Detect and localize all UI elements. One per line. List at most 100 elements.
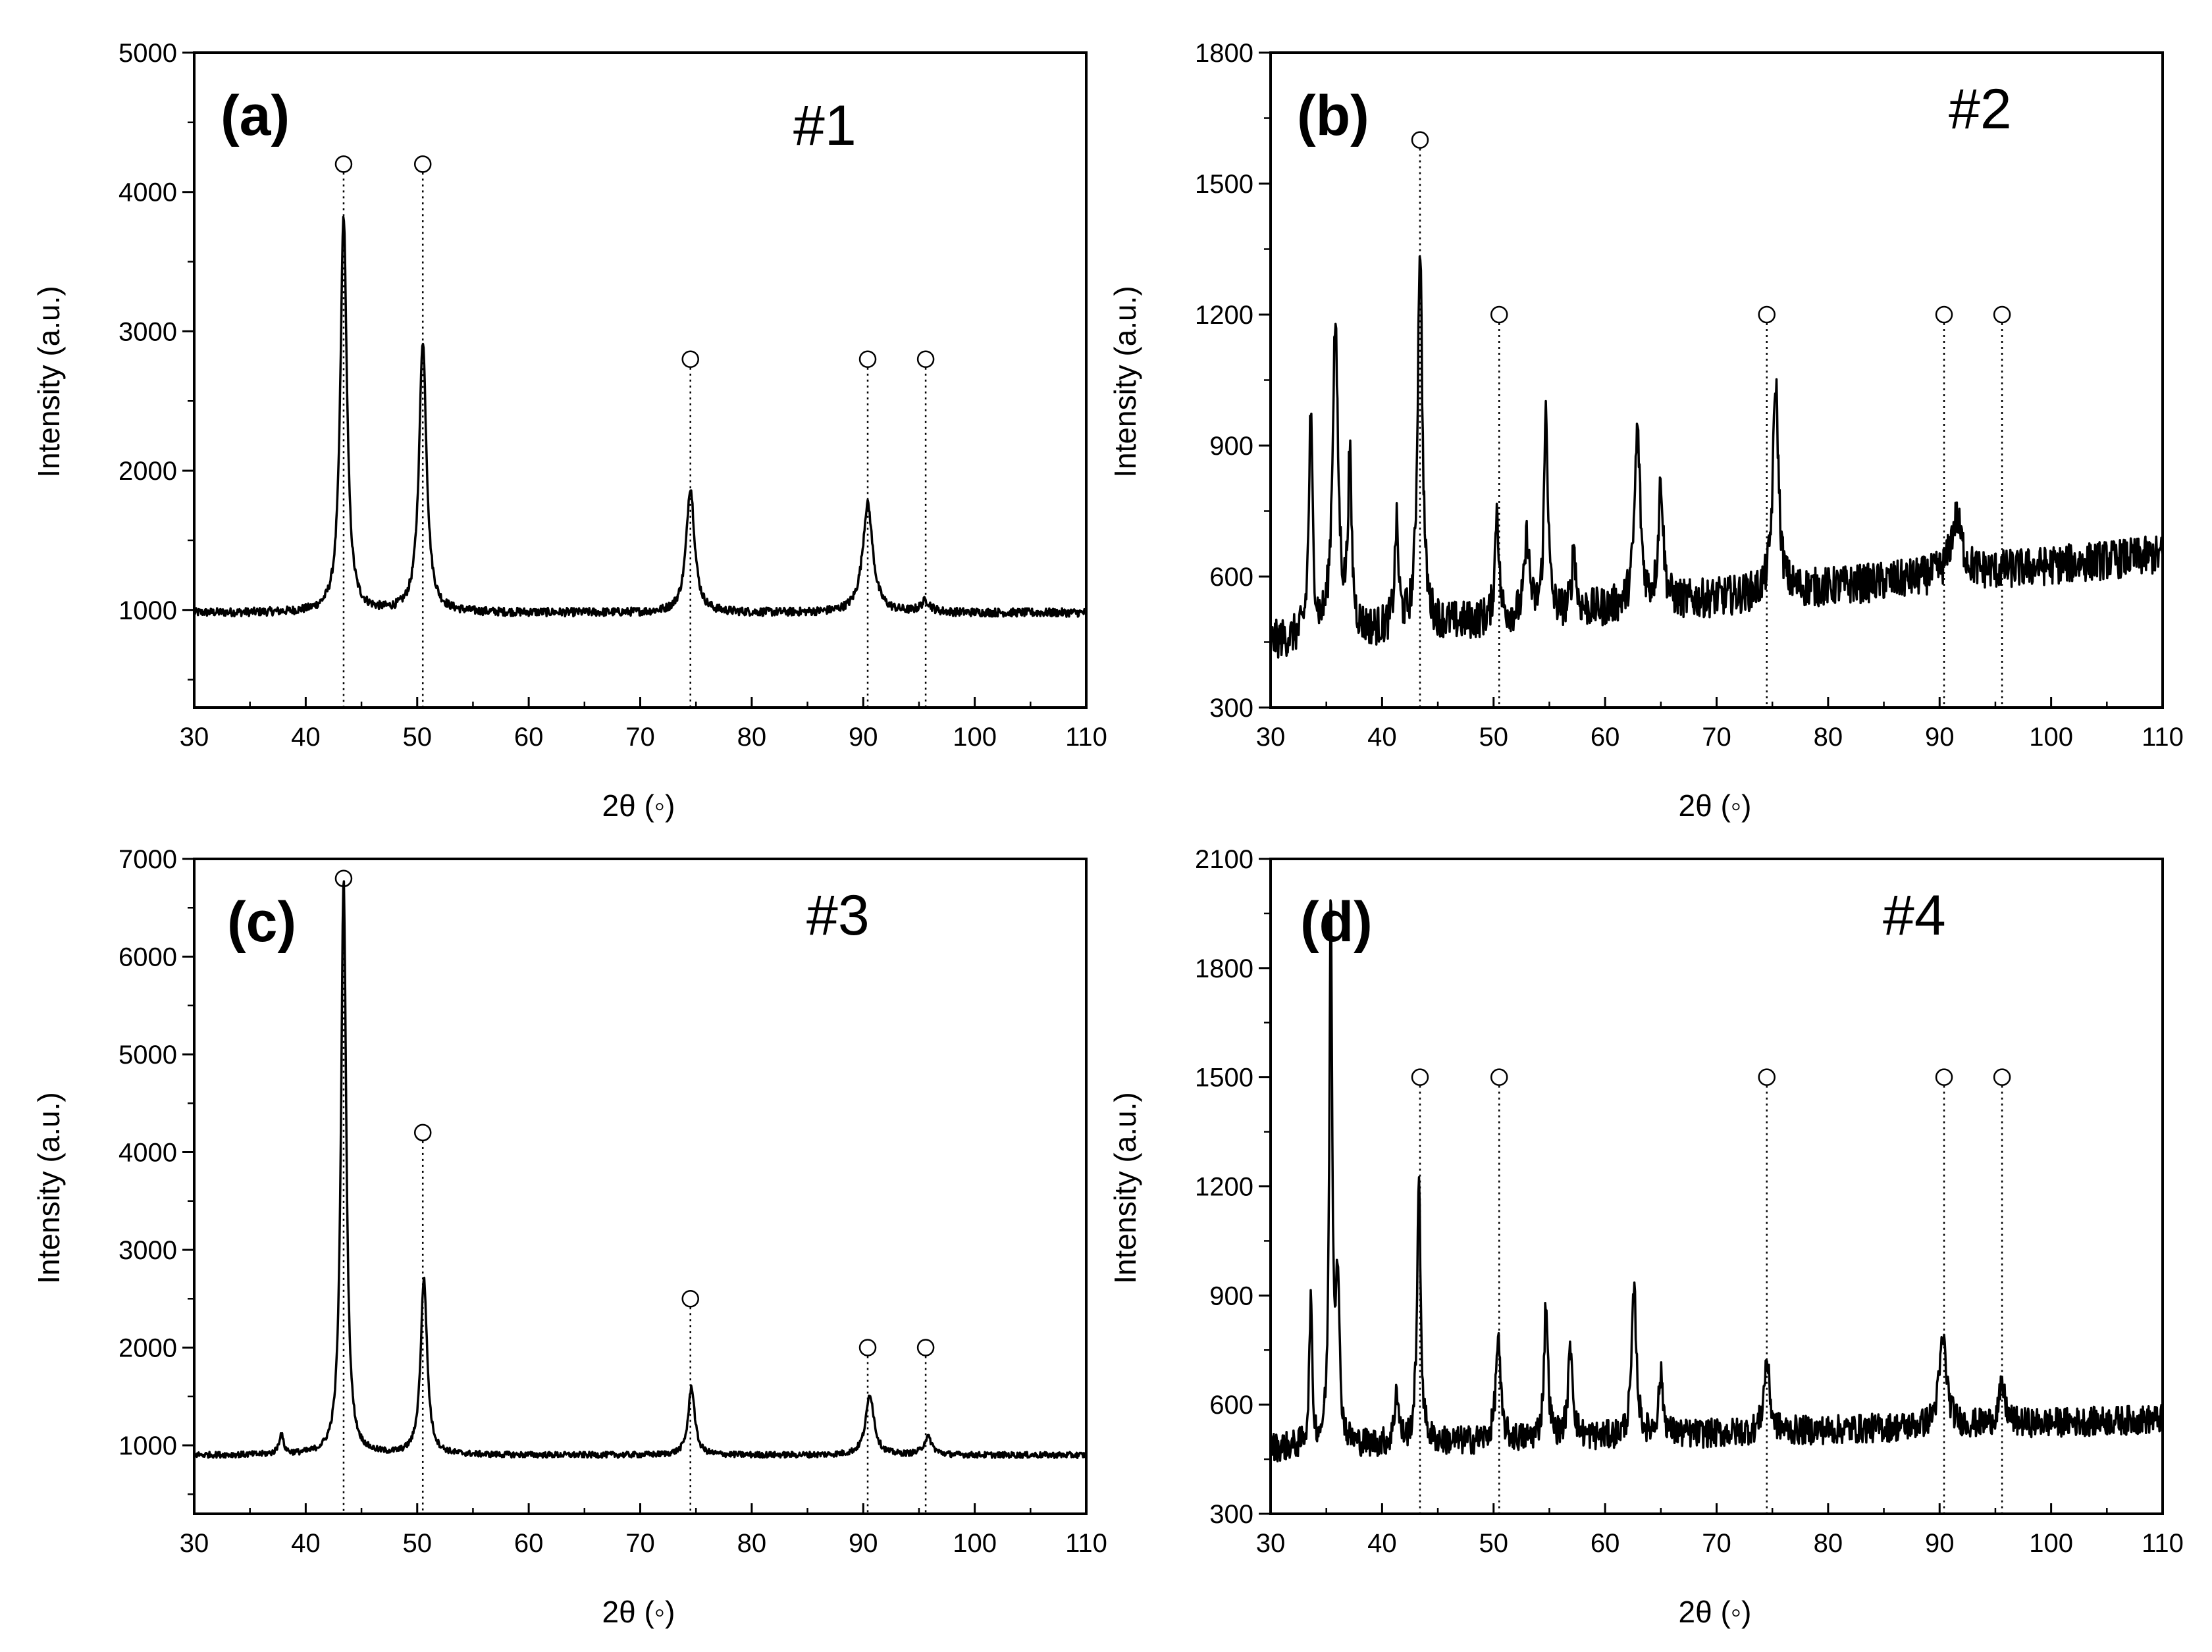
x-tick-label: 80 — [1814, 723, 1843, 752]
phase-marker-circle — [1993, 1068, 2011, 1086]
y-tick-label: 4000 — [118, 178, 177, 207]
y-tick-label: 900 — [1209, 432, 1253, 461]
y-tick-label: 1000 — [118, 596, 177, 625]
x-tick-label: 40 — [1367, 1529, 1397, 1558]
x-tick-label: 90 — [1925, 1529, 1955, 1558]
sample-label: #4 — [1883, 884, 1946, 947]
y-tick-label: 6000 — [118, 943, 177, 972]
panel-b: (b) #2 2θ (◦) Intensity (a.u.) 30 40 50 60 7… — [1108, 39, 2184, 823]
x-tick-label: 50 — [403, 723, 433, 752]
phase-marker-circle — [858, 1339, 877, 1356]
x-tick-label: 30 — [180, 1529, 209, 1558]
y-tick-label: 600 — [1209, 563, 1253, 592]
phase-marker-circle — [1935, 1068, 1953, 1086]
x-tick-label: 110 — [2142, 723, 2184, 752]
phase-marker-circle — [1490, 1068, 1508, 1086]
x-tick-label: 40 — [291, 723, 321, 752]
x-axis-title: 2θ (◦) — [1679, 788, 1752, 823]
panel-d: (d) #4 2θ (◦) Intensity (a.u.) 30 40 50 60 7… — [1108, 845, 2184, 1629]
y-tick-label: 4000 — [118, 1139, 177, 1168]
x-tick-label: 90 — [849, 1529, 878, 1558]
y-tick-label: 300 — [1209, 1500, 1253, 1529]
y-tick-label: 1000 — [118, 1432, 177, 1460]
xrd-pattern-line — [1269, 899, 2164, 1462]
x-tick-label: 100 — [953, 723, 997, 752]
sample-label: #2 — [1949, 78, 2012, 141]
x-tick-label: 30 — [180, 723, 209, 752]
phase-marker-circle — [916, 350, 935, 368]
xrd-pattern-line — [194, 880, 1088, 1459]
panel-label: (c) — [227, 891, 296, 954]
y-tick-label: 3000 — [118, 1236, 177, 1265]
x-tick-label: 100 — [2029, 1529, 2073, 1558]
x-tick-label: 50 — [1479, 1529, 1509, 1558]
x-tick-label: 110 — [2142, 1529, 2184, 1558]
panel-label: (b) — [1297, 84, 1369, 147]
x-tick-label: 80 — [737, 723, 767, 752]
x-axis-title: 2θ (◦) — [602, 1595, 675, 1629]
y-tick-label: 900 — [1209, 1281, 1253, 1310]
x-tick-label: 90 — [849, 723, 878, 752]
y-tick-label: 3000 — [118, 317, 177, 346]
x-tick-label: 60 — [1591, 723, 1620, 752]
y-tick-label: 5000 — [118, 39, 177, 68]
x-tick-label: 110 — [1065, 723, 1107, 752]
x-tick-label: 60 — [1591, 1529, 1620, 1558]
x-tick-label: 30 — [1256, 723, 1286, 752]
sample-label: #3 — [806, 884, 870, 947]
x-tick-label: 40 — [1367, 723, 1397, 752]
phase-marker-circle — [1758, 1068, 1776, 1086]
y-axis-title: Intensity (a.u.) — [1108, 1092, 1142, 1283]
x-tick-label: 70 — [1702, 723, 1731, 752]
y-tick-label: 5000 — [118, 1041, 177, 1070]
phase-marker-circle — [681, 350, 699, 368]
panel-label: (a) — [221, 84, 290, 147]
x-axis-title: 2θ (◦) — [1679, 1595, 1752, 1629]
y-axis-title: Intensity (a.u.) — [1108, 286, 1142, 477]
x-tick-label: 100 — [953, 1529, 997, 1558]
phase-marker-circle — [1490, 305, 1508, 324]
y-tick-label: 1200 — [1195, 1173, 1253, 1202]
x-tick-label: 50 — [403, 1529, 433, 1558]
x-tick-label: 30 — [1256, 1529, 1286, 1558]
y-tick-label: 300 — [1209, 694, 1253, 723]
phase-marker-circle — [413, 1123, 432, 1142]
panel-c: (c) #3 2θ (◦) Intensity (a.u.) 30 40 50 60 7… — [32, 845, 1107, 1629]
xrd-pattern-line — [1269, 255, 2164, 659]
y-tick-label: 600 — [1209, 1391, 1253, 1420]
y-tick-label: 7000 — [118, 845, 177, 874]
x-tick-label: 110 — [1065, 1529, 1107, 1558]
y-tick-label: 1800 — [1195, 39, 1253, 68]
y-tick-label: 1500 — [1195, 170, 1253, 199]
x-tick-label: 60 — [514, 723, 544, 752]
phase-marker-circle — [1411, 131, 1429, 149]
x-tick-label: 80 — [1814, 1529, 1843, 1558]
x-tick-label: 70 — [625, 723, 655, 752]
x-tick-label: 100 — [2029, 723, 2073, 752]
phase-marker-circle — [413, 155, 432, 173]
x-axis-title: 2θ (◦) — [602, 788, 675, 823]
phase-marker-circle — [1758, 305, 1776, 324]
panel-a: (a) #1 2θ (◦) Intensity (a.u.) 30 40 50 60 7… — [32, 39, 1107, 823]
panel-label: (d) — [1300, 891, 1373, 954]
x-tick-label: 70 — [1702, 1529, 1731, 1558]
x-tick-label: 70 — [625, 1529, 655, 1558]
y-tick-label: 1200 — [1195, 301, 1253, 330]
sample-label: #1 — [793, 94, 856, 157]
y-axis-title: Intensity (a.u.) — [32, 286, 66, 477]
y-tick-label: 2000 — [118, 1334, 177, 1363]
y-tick-label: 1500 — [1195, 1064, 1253, 1093]
phase-marker-circle — [1935, 305, 1953, 324]
x-tick-label: 40 — [291, 1529, 321, 1558]
phase-marker-circle — [858, 350, 877, 368]
xrd-pattern-line — [193, 215, 1087, 618]
y-axis-title: Intensity (a.u.) — [32, 1092, 66, 1283]
x-tick-label: 50 — [1479, 723, 1509, 752]
x-tick-label: 60 — [514, 1529, 544, 1558]
phase-marker-circle — [916, 1339, 935, 1356]
x-tick-label: 80 — [737, 1529, 767, 1558]
phase-marker-circle — [681, 1290, 699, 1308]
plot-frame — [193, 858, 1088, 1515]
y-tick-label: 1800 — [1195, 954, 1253, 983]
